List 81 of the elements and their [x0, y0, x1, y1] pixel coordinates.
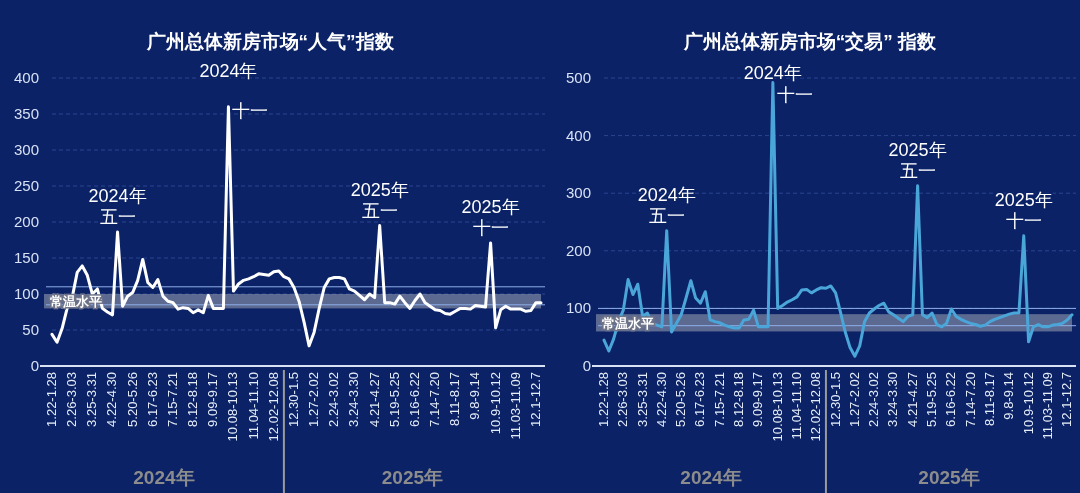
x-tick-label: 12.30-1.5 [285, 372, 301, 427]
x-tick-label: 6.17-6.23 [692, 372, 708, 427]
line-series [602, 81, 1074, 358]
text: 2024年 [133, 467, 195, 488]
y-tick-label: 350 [13, 105, 39, 122]
x-tick-label: 4.22-4.30 [653, 372, 669, 427]
y-tick-label: 200 [565, 241, 591, 259]
x-tick-label: 10.08-10.13 [225, 372, 241, 442]
x-tick-label: 9.8-9.14 [1001, 372, 1017, 420]
x-tick-label: 12.1-12.7 [527, 372, 543, 427]
x-tick-label: 2.26-3.03 [615, 372, 631, 427]
text: 2025年 [381, 467, 444, 488]
x-tick-label: 1.22-1.28 [596, 372, 611, 427]
text: 2024年 [680, 467, 742, 488]
x-tick-label: 1.27-2.02 [846, 372, 862, 427]
y-tick-label: 0 [582, 357, 591, 374]
x-tick-label: 1.22-1.28 [44, 372, 59, 427]
x-tick-label: 5.20-5.26 [673, 372, 689, 427]
y-tick-label: 100 [13, 285, 39, 302]
y-tick-label: 300 [13, 141, 39, 158]
y-tick-label: 400 [565, 126, 591, 144]
x-tick-label: 12.02-12.08 [808, 372, 824, 442]
x-tick-label: 8.12-8.18 [185, 372, 201, 427]
y-tick-label: 0 [30, 357, 39, 374]
x-tick-label: 11.04-11.10 [788, 372, 804, 440]
chart-title: 广州总体新房市场“交易” 指数 [682, 31, 938, 52]
annotation: 2025年五一 [350, 179, 409, 221]
x-tick-label: 9.8-9.14 [467, 372, 483, 420]
x-tick-label: 9.09-9.17 [205, 372, 221, 427]
annotation: 2024年十一 [199, 60, 269, 121]
x-tick-label: 4.22-4.30 [104, 372, 120, 427]
x-tick-label: 7.15-7.21 [164, 372, 180, 427]
x-tick-label: 2.26-3.03 [64, 372, 80, 427]
x-tick-label: 11.03-11.09 [507, 372, 523, 440]
y-tick-label: 500 [565, 69, 591, 86]
x-tick-label: 3.24-3.30 [346, 372, 362, 427]
x-tick-label: 8.11-8.17 [981, 372, 997, 426]
text: 2025年 [918, 467, 980, 488]
annotation: 2025年十一 [994, 189, 1053, 231]
y-tick-label: 100 [565, 299, 591, 317]
chart-title: 广州总体新房市场“人气”指数 [145, 31, 395, 52]
x-tick-label: 7.14-7.20 [962, 372, 978, 427]
annotation: 2024年十一 [743, 62, 813, 105]
x-tick-label: 2.24-3.02 [866, 372, 882, 427]
x-tick-label: 11.04-11.10 [245, 372, 261, 440]
x-tick-label: 4.21-4.27 [366, 372, 382, 427]
x-tick-label: 3.25-3.31 [84, 372, 100, 427]
x-tick-label: 12.30-1.5 [827, 372, 843, 427]
y-tick-label: 250 [13, 177, 39, 194]
annotation: 2024年五一 [88, 186, 147, 228]
x-tick-label: 6.16-6.22 [943, 372, 959, 427]
x-tick-label: 3.25-3.31 [634, 372, 650, 427]
x-tick-label: 12.02-12.08 [265, 372, 281, 442]
x-tick-label: 8.12-8.18 [731, 372, 747, 427]
y-tick-label: 300 [565, 184, 591, 202]
annotation: 2025年五一 [888, 139, 947, 181]
x-tick-label: 10.9-10.12 [487, 372, 503, 435]
x-tick-label: 10.08-10.13 [769, 372, 785, 442]
x-tick-label: 3.24-3.30 [885, 372, 901, 427]
x-tick-label: 6.17-6.23 [144, 372, 160, 427]
x-tick-label: 10.9-10.12 [1020, 372, 1036, 435]
x-tick-label: 7.15-7.21 [711, 372, 727, 427]
x-tick-label: 6.16-6.22 [406, 372, 422, 427]
x-tick-label: 5.20-5.26 [124, 372, 140, 427]
x-tick-label: 1.27-2.02 [306, 372, 322, 427]
x-tick-label: 4.21-4.27 [904, 372, 920, 427]
x-tick-label: 2.24-3.02 [326, 372, 342, 427]
x-tick-label: 7.14-7.20 [427, 372, 443, 427]
x-tick-label: 8.11-8.17 [447, 372, 463, 426]
y-tick-label: 50 [22, 321, 39, 338]
x-tick-label: 12.1-12.7 [1059, 372, 1075, 427]
y-tick-label: 200 [13, 213, 39, 230]
x-tick-label: 5.19-5.25 [924, 372, 940, 427]
annotation: 2024年五一 [637, 184, 696, 226]
annotation: 2025年十一 [461, 196, 520, 238]
x-tick-label: 5.19-5.25 [386, 372, 402, 427]
y-tick-label: 400 [13, 69, 39, 86]
band-label: 常温水平 [602, 315, 654, 331]
x-tick-label: 11.03-11.09 [1039, 372, 1055, 440]
x-tick-label: 9.09-9.17 [750, 372, 766, 427]
y-tick-label: 150 [13, 249, 39, 266]
